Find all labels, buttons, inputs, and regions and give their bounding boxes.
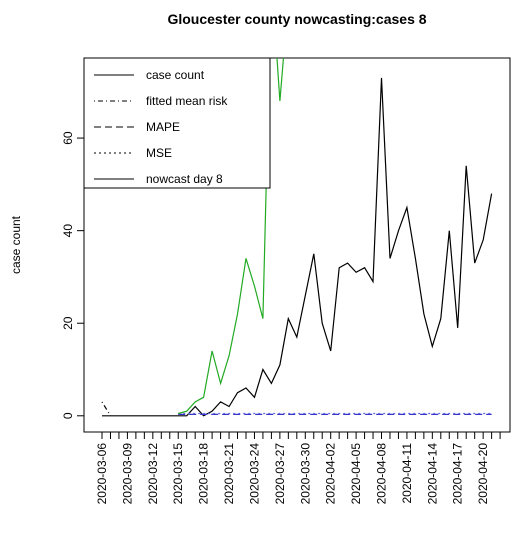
x-tick-label: 2020-03-21	[222, 443, 236, 505]
x-tick-label: 2020-03-18	[197, 443, 211, 505]
x-tick-label: 2020-03-12	[146, 443, 160, 505]
x-tick-label: 2020-03-06	[95, 443, 109, 505]
x-tick-label: 2020-04-05	[349, 443, 363, 505]
y-tick-label: 40	[61, 224, 75, 238]
y-tick-label: 60	[61, 131, 75, 145]
x-tick-label: 2020-03-30	[298, 443, 312, 505]
legend-label: nowcast day 8	[146, 172, 223, 186]
x-tick-label: 2020-04-02	[324, 443, 338, 505]
x-tick-label: 2020-03-15	[171, 443, 185, 505]
x-tick-label: 2020-04-20	[476, 443, 490, 505]
legend-label: case count	[146, 68, 205, 82]
legend-label: MAPE	[146, 120, 180, 134]
x-tick-label: 2020-03-24	[247, 443, 261, 505]
series-line	[101, 401, 112, 417]
x-tick-label: 2020-03-27	[273, 443, 287, 505]
series-line	[102, 77, 493, 417]
y-axis-label: case count	[9, 215, 23, 274]
y-tick-label: 20	[61, 316, 75, 330]
series-line	[178, 58, 285, 415]
y-tick-label: 0	[61, 412, 75, 419]
legend-label: fitted mean risk	[146, 94, 228, 108]
x-tick-label: 2020-04-08	[375, 443, 389, 505]
x-tick-label: 2020-04-11	[400, 443, 414, 504]
legend-box	[83, 57, 271, 189]
x-tick-label: 2020-04-17	[451, 443, 465, 505]
chart-title: Gloucester county nowcasting:cases 8	[167, 11, 426, 27]
legend-label: MSE	[146, 146, 172, 160]
plot-lines	[101, 58, 493, 417]
x-tick-label: 2020-03-09	[120, 443, 134, 505]
x-tick-label: 2020-04-14	[425, 443, 439, 505]
